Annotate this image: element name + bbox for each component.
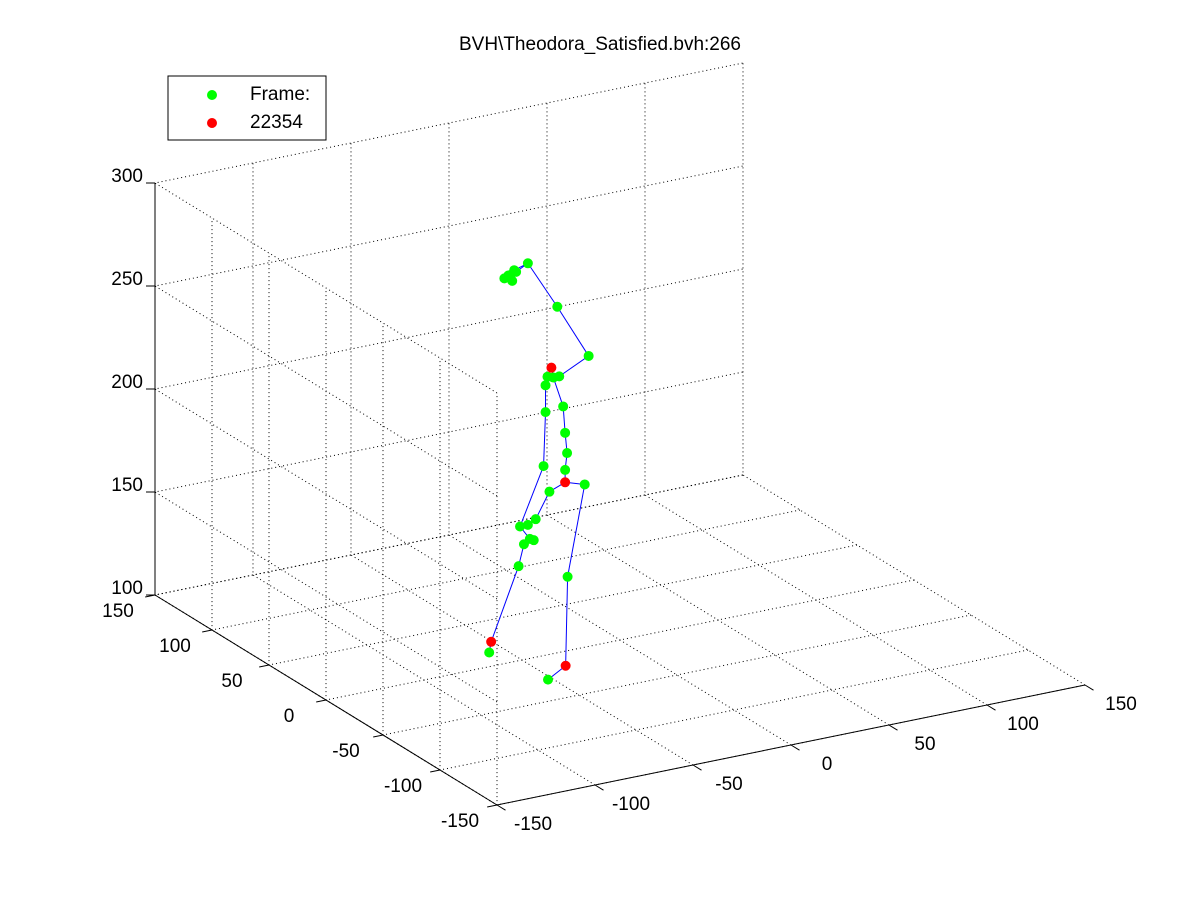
x-tick-label: 150 xyxy=(1105,694,1137,715)
z-tick-label: 250 xyxy=(111,269,143,290)
joint xyxy=(584,351,593,360)
joint xyxy=(504,271,513,280)
joint xyxy=(541,381,550,390)
joint xyxy=(561,478,570,487)
joint xyxy=(553,302,562,311)
joint xyxy=(514,562,523,571)
x-tick-label: -150 xyxy=(514,814,552,835)
joint xyxy=(523,520,532,529)
joint xyxy=(541,408,550,417)
joint xyxy=(487,637,496,646)
x-tick-label: 0 xyxy=(822,754,833,775)
x-tick-label: 100 xyxy=(1007,714,1039,735)
y-tick-label: -100 xyxy=(384,776,422,797)
legend-label: 22354 xyxy=(250,112,303,133)
joint xyxy=(544,675,553,684)
joint xyxy=(559,402,568,411)
joint xyxy=(529,536,538,545)
z-tick-label: 200 xyxy=(111,372,143,393)
joint xyxy=(561,428,570,437)
y-tick-label: 150 xyxy=(102,601,134,622)
z-tick-label: 300 xyxy=(111,166,143,187)
y-tick-label: 50 xyxy=(221,671,242,692)
z-tick-label: 100 xyxy=(111,578,143,599)
joint xyxy=(539,462,548,471)
y-tick-label: 100 xyxy=(159,636,191,657)
x-tick-label: 50 xyxy=(914,734,935,755)
legend-marker xyxy=(208,119,217,128)
joint xyxy=(563,449,572,458)
joint xyxy=(549,373,558,382)
joint xyxy=(561,661,570,670)
x-tick-label: -100 xyxy=(612,794,650,815)
joint xyxy=(545,487,554,496)
y-tick-label: -150 xyxy=(441,811,479,832)
joint xyxy=(563,572,572,581)
joint xyxy=(485,648,494,657)
joint xyxy=(531,515,540,524)
joint xyxy=(519,540,528,549)
joint xyxy=(561,465,570,474)
joint xyxy=(523,259,532,268)
y-tick-label: -50 xyxy=(332,741,359,762)
joint xyxy=(547,363,556,372)
z-tick-label: 150 xyxy=(111,475,143,496)
x-tick-label: -50 xyxy=(715,774,742,795)
legend-marker xyxy=(208,91,217,100)
chart-title: BVH\Theodora_Satisfied.bvh:266 xyxy=(459,34,741,55)
joint xyxy=(580,480,589,489)
legend-label: Frame: xyxy=(250,84,310,105)
y-tick-label: 0 xyxy=(284,706,295,727)
